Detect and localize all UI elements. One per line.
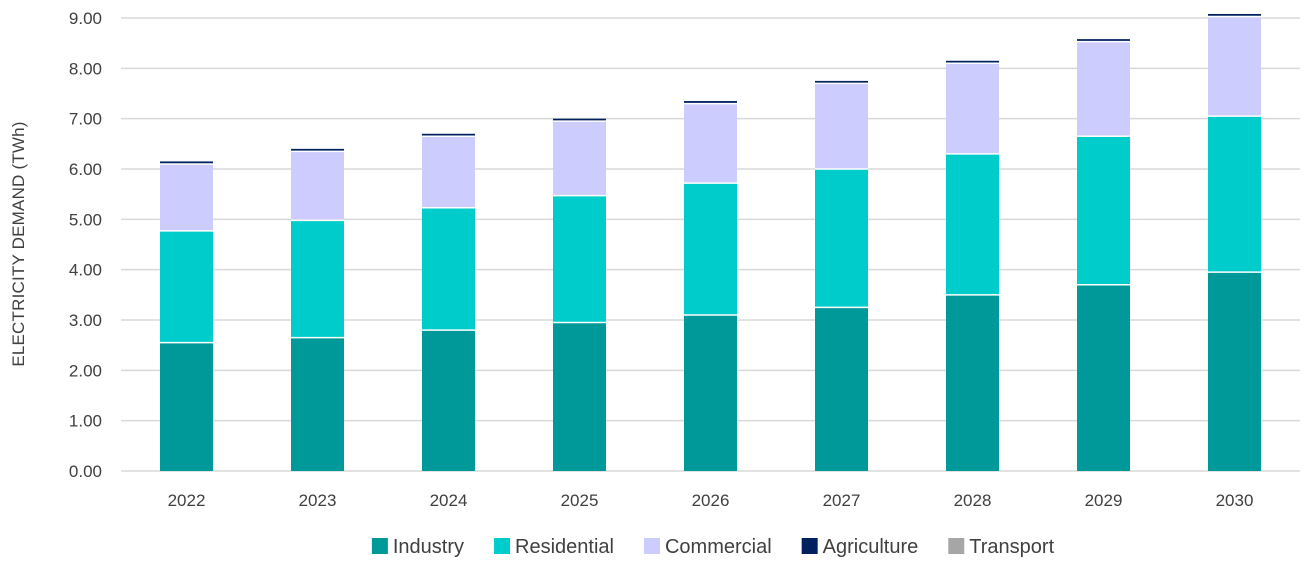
- legend-item-transport: Transport: [948, 536, 1055, 558]
- bar-residential-2022: [160, 230, 213, 343]
- legend-swatch: [371, 538, 388, 554]
- bar-agriculture-2028: [946, 60, 999, 64]
- bar-commercial-2022: [160, 163, 213, 231]
- bar-residential-2028: [946, 153, 999, 295]
- y-tick-label: 2.00: [69, 361, 102, 380]
- bar-agriculture-2029: [1077, 39, 1130, 42]
- y-axis-ticks: 0.00 1.00 2.00 3.00 4.00 5.00 6.00 7.00 8.00 9.00: [69, 9, 102, 481]
- bar-industry-2026: [684, 314, 737, 471]
- bar-industry-2027: [815, 307, 868, 471]
- y-tick-label: 7.00: [69, 110, 102, 129]
- bar-commercial-2023: [291, 151, 344, 221]
- y-tick-label: 6.00: [69, 160, 102, 179]
- bar-residential-2027: [815, 169, 868, 308]
- x-tick-label: 2023: [299, 491, 337, 510]
- bar-residential-2025: [553, 195, 606, 323]
- y-tick-label: 5.00: [69, 210, 102, 229]
- bar-commercial-2030: [1208, 16, 1261, 117]
- bar-agriculture-2027: [815, 80, 868, 84]
- bar-agriculture-2023: [291, 148, 344, 152]
- x-tick-label: 2024: [430, 491, 468, 510]
- x-tick-label: 2026: [692, 491, 730, 510]
- bar-industry-2029: [1077, 284, 1130, 471]
- legend-item-commercial: Commercial: [643, 536, 772, 558]
- legend-label: Transport: [969, 536, 1054, 558]
- y-tick-label: 9.00: [69, 9, 102, 28]
- bar-commercial-2028: [946, 63, 999, 154]
- bar-industry-2028: [946, 294, 999, 471]
- bar-industry-2022: [160, 342, 213, 471]
- bar-commercial-2029: [1077, 41, 1130, 137]
- bar-residential-2026: [684, 183, 737, 315]
- bar-residential-2023: [291, 220, 344, 338]
- x-tick-label: 2025: [561, 491, 599, 510]
- x-tick-label: 2022: [168, 491, 206, 510]
- bar-commercial-2025: [553, 121, 606, 196]
- bar-industry-2023: [291, 337, 344, 471]
- y-tick-label: 8.00: [69, 59, 102, 78]
- bars: [160, 13, 1261, 471]
- bar-agriculture-2030: [1208, 13, 1261, 17]
- y-axis-title: ELECTRICITY DEMAND (TWh): [9, 121, 28, 366]
- bar-agriculture-2025: [553, 118, 606, 122]
- y-tick-label: 3.00: [69, 311, 102, 330]
- y-tick-label: 0.00: [69, 462, 102, 481]
- bar-industry-2030: [1208, 272, 1261, 471]
- x-tick-label: 2030: [1216, 491, 1254, 510]
- legend-label: Commercial: [665, 536, 772, 558]
- legend-swatch: [643, 538, 660, 554]
- bar-industry-2025: [553, 322, 606, 471]
- legend-item-agriculture: Agriculture: [801, 536, 919, 558]
- y-tick-label: 1.00: [69, 412, 102, 431]
- legend-label: Industry: [393, 536, 464, 558]
- bar-residential-2024: [422, 207, 475, 331]
- x-axis-ticks: 2022 2023 2024 2025 2026 2027 2028 2029 2030: [168, 491, 1254, 510]
- bar-agriculture-2026: [684, 101, 737, 104]
- bar-agriculture-2022: [160, 161, 213, 164]
- legend-item-industry: Industry: [371, 536, 464, 558]
- x-tick-label: 2028: [954, 491, 992, 510]
- x-tick-label: 2029: [1085, 491, 1123, 510]
- y-tick-label: 4.00: [69, 261, 102, 280]
- legend-swatch: [494, 538, 511, 554]
- bar-residential-2030: [1208, 116, 1261, 273]
- legend-swatch: [948, 538, 965, 554]
- bar-agriculture-2024: [422, 133, 475, 137]
- bar-industry-2024: [422, 330, 475, 471]
- bar-commercial-2024: [422, 136, 475, 208]
- legend-label: Residential: [515, 536, 614, 558]
- legend-item-residential: Residential: [494, 536, 614, 558]
- legend-label: Agriculture: [823, 536, 919, 558]
- bar-commercial-2027: [815, 83, 868, 169]
- bar-residential-2029: [1077, 136, 1130, 285]
- x-tick-label: 2027: [823, 491, 861, 510]
- legend: Industry Residential Commercial Agriculture…: [371, 536, 1055, 558]
- legend-swatch: [801, 538, 818, 554]
- bar-commercial-2026: [684, 103, 737, 184]
